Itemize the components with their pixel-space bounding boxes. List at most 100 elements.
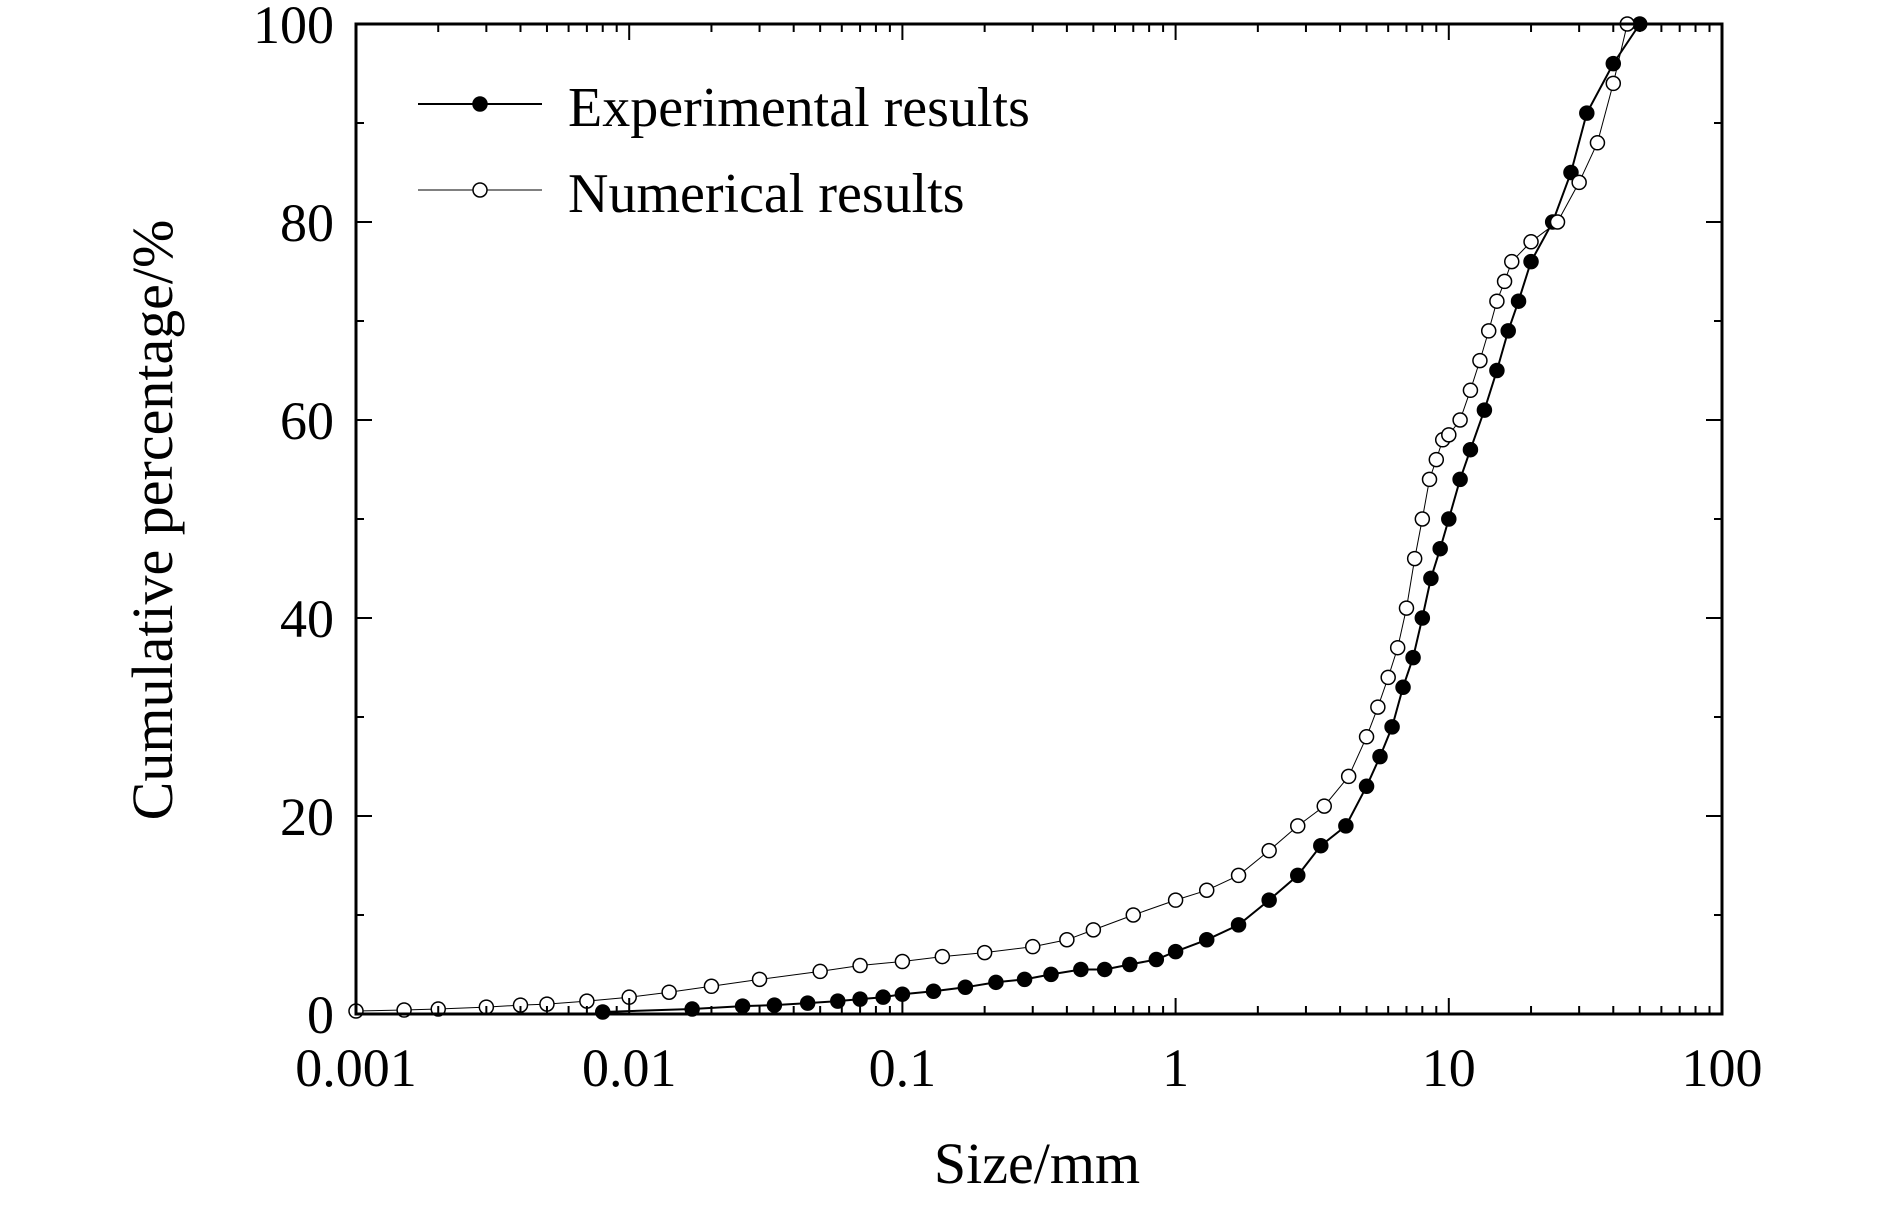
y-tick-label: 80 xyxy=(280,193,334,253)
data-point-numerical xyxy=(1290,818,1306,834)
data-point-numerical xyxy=(1605,75,1622,92)
data-point-numerical xyxy=(894,953,911,970)
x-tick-label: 0.01 xyxy=(582,1038,677,1098)
data-point-experimental xyxy=(1122,956,1138,973)
data-point-experimental xyxy=(1510,293,1527,309)
data-point-numerical xyxy=(976,944,993,961)
data-point-experimental xyxy=(988,974,1004,991)
y-tick-label: 0 xyxy=(307,985,334,1045)
data-point-numerical xyxy=(1462,382,1479,399)
data-point-numerical xyxy=(1504,253,1520,270)
data-point-experimental xyxy=(1523,253,1539,270)
data-point-numerical xyxy=(1059,932,1075,948)
data-point-experimental xyxy=(1198,932,1215,948)
data-point-numerical xyxy=(1441,427,1457,443)
legend-marker-experimental xyxy=(472,96,488,112)
data-point-numerical xyxy=(1589,135,1606,151)
data-point-numerical xyxy=(1358,729,1375,745)
data-point-numerical xyxy=(1085,922,1102,938)
x-tick-label: 1 xyxy=(1162,1038,1189,1098)
plot-layer xyxy=(348,16,1648,1020)
plot-frame xyxy=(354,22,1724,1016)
data-point-experimental xyxy=(1016,971,1033,988)
data-point-experimental xyxy=(852,991,868,1007)
y-axis-label: Cumulative percentage/% xyxy=(120,220,185,821)
data-point-numerical xyxy=(1261,842,1277,859)
data-point-numerical xyxy=(1370,699,1386,715)
data-point-experimental xyxy=(1313,837,1329,854)
data-point-experimental xyxy=(1414,610,1431,626)
data-point-numerical xyxy=(934,948,951,965)
data-point-numerical xyxy=(1230,867,1247,884)
data-point-experimental xyxy=(957,979,974,996)
data-point-experimental xyxy=(1476,402,1493,418)
data-point-experimental xyxy=(1290,867,1306,884)
data-point-numerical xyxy=(1480,323,1497,339)
data-point-numerical xyxy=(751,971,768,988)
data-point-numerical xyxy=(1167,892,1184,908)
data-point-numerical xyxy=(1398,600,1415,616)
data-point-experimental xyxy=(875,989,891,1005)
data-point-numerical xyxy=(661,984,677,1000)
data-point-experimental xyxy=(1579,105,1595,121)
y-tick-label: 20 xyxy=(280,787,334,847)
data-point-experimental xyxy=(1452,471,1468,488)
data-point-numerical xyxy=(852,957,868,974)
data-point-experimental xyxy=(1432,540,1448,557)
data-point-numerical xyxy=(1198,882,1215,898)
data-point-experimental xyxy=(734,998,751,1014)
data-point-experimental xyxy=(1148,951,1165,968)
data-point-experimental xyxy=(1563,164,1579,181)
data-point-numerical xyxy=(1428,451,1445,468)
data-point-numerical xyxy=(1414,511,1431,527)
data-point-experimental xyxy=(1167,943,1184,960)
data-point-experimental xyxy=(1043,966,1059,983)
x-tick-label: 0.1 xyxy=(869,1038,937,1098)
data-point-numerical xyxy=(1125,907,1142,923)
data-point-numerical xyxy=(703,978,720,995)
data-point-experimental xyxy=(1073,961,1089,978)
data-point-experimental xyxy=(1230,917,1247,933)
legend-label-numerical: Numerical results xyxy=(568,163,965,225)
data-point-experimental xyxy=(1261,892,1277,908)
data-point-experimental xyxy=(1489,362,1505,379)
data-point-experimental xyxy=(1096,961,1113,978)
data-point-numerical xyxy=(1406,550,1423,567)
series-line-numerical xyxy=(355,23,1628,1012)
data-point-experimental xyxy=(1441,511,1457,527)
axis-layer: 0.001 0.01 0.1 1 10 100 0 20 40 60 80 100 xyxy=(253,0,1763,1098)
data-point-experimental xyxy=(830,993,846,1009)
data-point-numerical xyxy=(1421,471,1438,488)
data-point-experimental xyxy=(1372,748,1388,765)
data-point-experimental xyxy=(1405,649,1421,666)
data-point-experimental xyxy=(1384,719,1400,735)
data-point-numerical xyxy=(1489,293,1505,309)
data-point-experimental xyxy=(1423,570,1439,587)
data-point-experimental xyxy=(1462,441,1479,458)
data-point-numerical xyxy=(1340,768,1357,785)
x-tick-label: 100 xyxy=(1682,1038,1763,1098)
series-line-experimental xyxy=(602,23,1641,1013)
data-point-numerical xyxy=(1571,174,1587,191)
data-point-numerical xyxy=(1523,234,1539,250)
y-tick-label: 40 xyxy=(280,589,334,649)
data-point-experimental xyxy=(925,983,942,999)
x-tick-label: 10 xyxy=(1422,1038,1476,1098)
data-point-numerical xyxy=(1452,412,1468,428)
data-point-numerical xyxy=(1024,938,1041,955)
data-point-numerical xyxy=(812,963,828,980)
x-tick-label: 0.001 xyxy=(295,1038,417,1098)
legend-marker-numerical xyxy=(472,182,488,198)
data-point-experimental xyxy=(1395,679,1411,696)
data-point-experimental xyxy=(766,997,783,1013)
data-point-numerical xyxy=(1472,352,1488,369)
data-point-numerical xyxy=(1496,273,1513,290)
data-point-experimental xyxy=(799,995,816,1011)
y-tick-label: 60 xyxy=(280,391,334,451)
data-point-numerical xyxy=(1316,798,1332,814)
legend: Experimental results Numerical results xyxy=(418,77,1030,225)
x-axis-label: Size/mm xyxy=(934,1131,1140,1196)
data-point-numerical xyxy=(1389,639,1406,656)
